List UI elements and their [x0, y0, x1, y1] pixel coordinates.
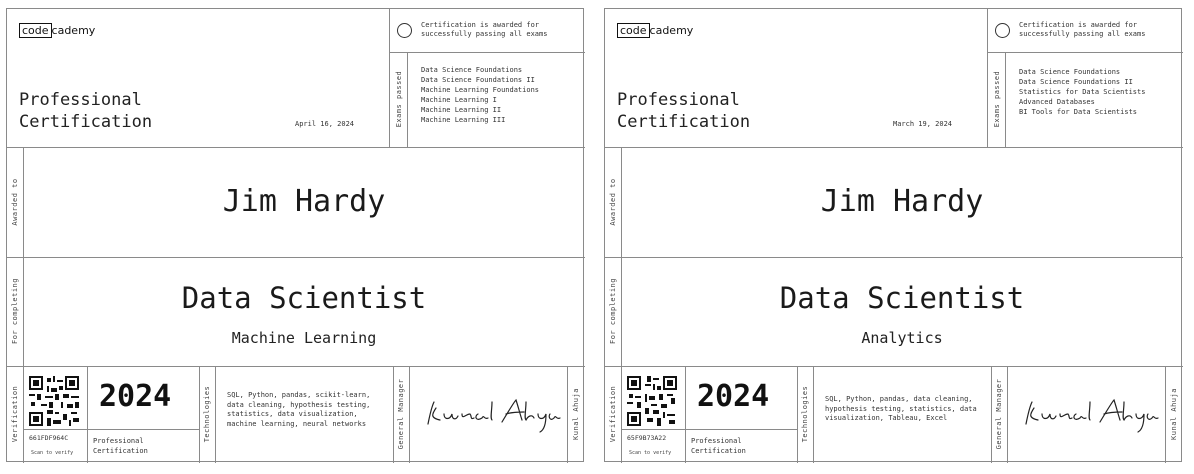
exam-item: Statistics for Data Scientists	[1019, 88, 1146, 96]
exam-item: Data Science Foundations	[421, 66, 523, 74]
exam-item: Data Science Foundations II	[1019, 78, 1133, 86]
award-note: Certification is awarded for successfull…	[1019, 21, 1146, 38]
exams-passed-label: Exams passed	[395, 70, 403, 128]
signer-name: Kunal Ahuja	[1170, 388, 1178, 440]
exam-item: Machine Learning I	[421, 96, 497, 104]
technologies-list: SQL, Python, pandas, data cleaning, hypo…	[825, 395, 977, 422]
exams-passed-list: Data Science Foundations Data Science Fo…	[421, 65, 581, 125]
certificate-analytics: code cademy Professional Certification Ma…	[604, 8, 1183, 463]
track-title: Data Scientist	[779, 281, 1025, 315]
general-manager-label: General Manager	[995, 378, 1003, 450]
recipient-name: Jim Hardy	[820, 184, 984, 219]
exam-item: BI Tools for Data Scientists	[1019, 108, 1138, 116]
exam-item: Machine Learning III	[421, 116, 506, 124]
exam-item: Data Science Foundations	[1019, 68, 1121, 76]
exams-passed-label: Exams passed	[993, 70, 1001, 128]
certificate-machine-learning: code cademy Professional Certification Ap…	[6, 8, 585, 463]
exam-item: Machine Learning Foundations	[421, 86, 540, 94]
signature-icon	[1025, 398, 1159, 433]
technologies-label: Technologies	[203, 385, 211, 443]
qr-code-icon	[29, 376, 79, 426]
signature-icon	[427, 398, 561, 433]
codecademy-logo: code cademy	[617, 23, 693, 38]
technologies-label: Technologies	[801, 385, 809, 443]
signer-name: Kunal Ahuja	[572, 388, 580, 440]
certification-type-small: Professional Certification	[93, 437, 148, 455]
scan-note: Scan to verify	[31, 450, 74, 456]
exam-item: Advanced Databases	[1019, 98, 1095, 106]
award-note: Certification is awarded for successfull…	[421, 21, 548, 38]
exam-item: Data Science Foundations II	[421, 76, 535, 84]
awarded-to-label: Awarded to	[609, 178, 617, 226]
certification-type-small: Professional Certification	[691, 437, 746, 455]
certification-year: 2024	[697, 379, 770, 414]
track-title: Data Scientist	[181, 281, 427, 315]
verification-code: 661FDF964C	[29, 434, 69, 442]
specialization: Machine Learning	[231, 329, 377, 347]
certification-type: Professional Certification	[19, 90, 153, 132]
certification-year: 2024	[99, 379, 172, 414]
specialization: Analytics	[861, 329, 943, 347]
exam-item: Machine Learning II	[421, 106, 502, 114]
circle-icon	[397, 23, 412, 38]
awarded-to-label: Awarded to	[11, 178, 19, 226]
recipient-name: Jim Hardy	[222, 184, 386, 219]
exams-passed-list: Data Science Foundations Data Science Fo…	[1019, 67, 1179, 117]
issue-date: April 16, 2024	[295, 120, 355, 128]
circle-icon	[995, 23, 1010, 38]
qr-code-icon	[627, 376, 677, 426]
certification-type: Professional Certification	[617, 90, 751, 132]
verification-label: Verification	[11, 385, 19, 443]
codecademy-logo: code cademy	[19, 23, 95, 38]
issue-date: March 19, 2024	[893, 120, 953, 128]
for-completing-label: For completing	[609, 278, 617, 345]
technologies-list: SQL, Python, pandas, scikit-learn, data …	[227, 391, 371, 428]
verification-code: 65F9B73A22	[627, 434, 667, 442]
scan-note: Scan to verify	[629, 450, 672, 456]
general-manager-label: General Manager	[397, 378, 405, 450]
verification-label: Verification	[609, 385, 617, 443]
for-completing-label: For completing	[11, 278, 19, 345]
